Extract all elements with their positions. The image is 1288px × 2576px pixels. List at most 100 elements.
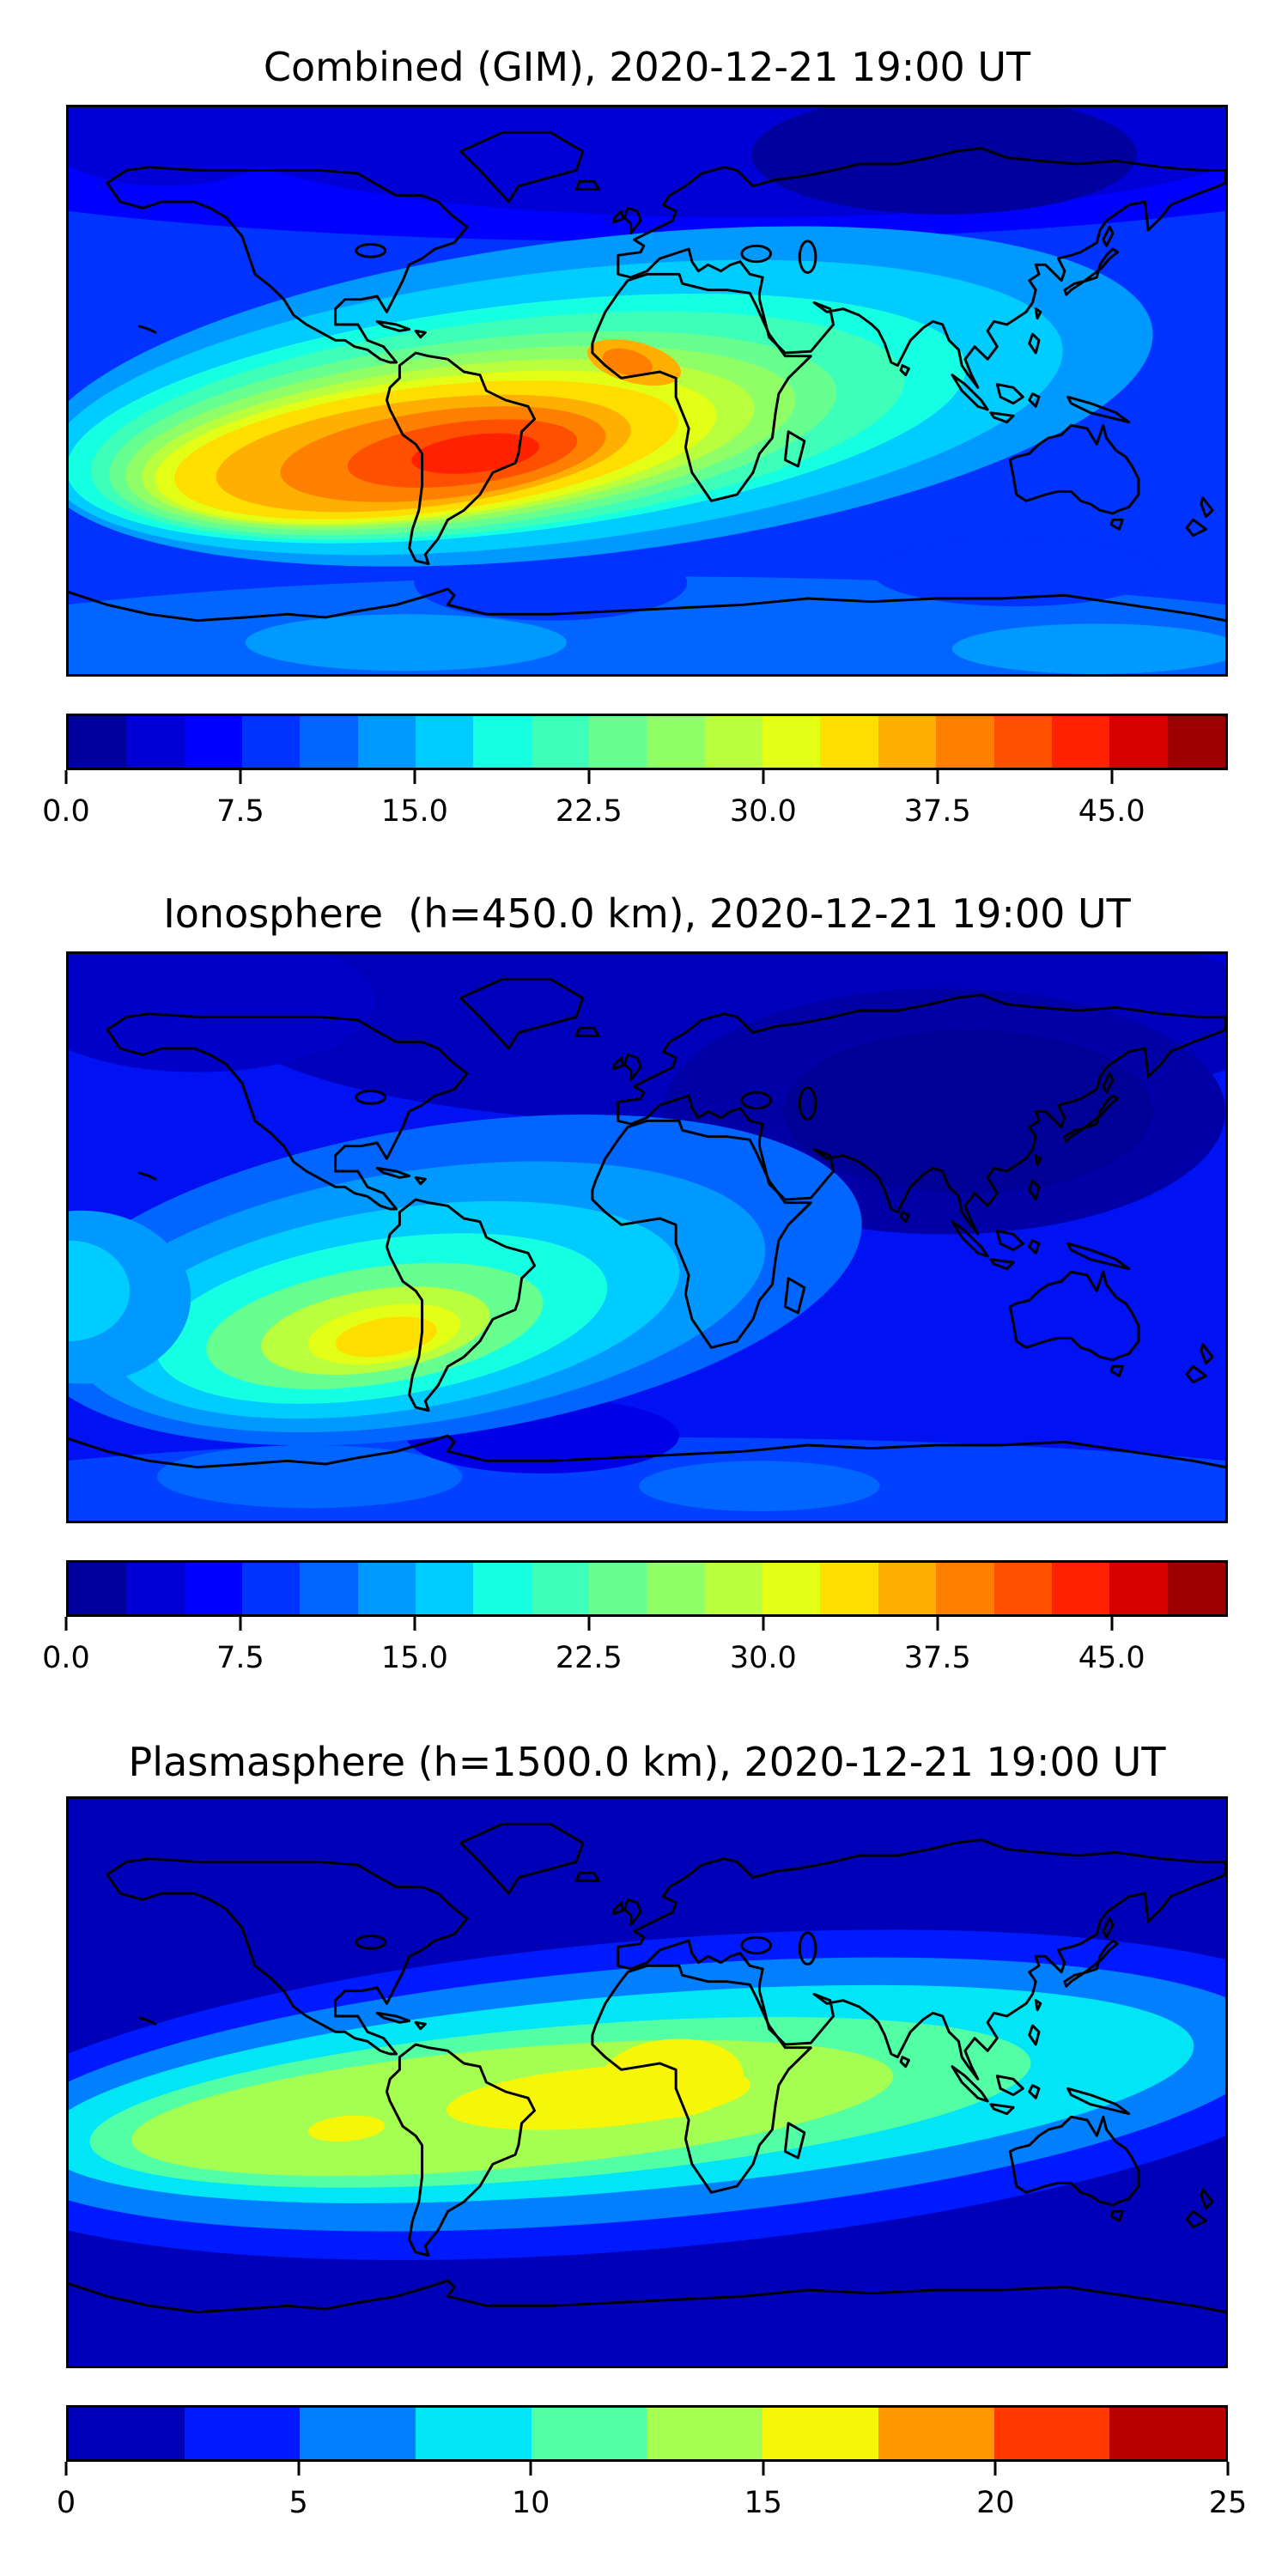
colorbar-tick-mark [413,770,416,784]
colorbar-segment [878,1563,937,1614]
colorbar-tick-mark [587,770,591,784]
colorbar-tick-mark [64,770,68,784]
colorbar-tick-label: 15.0 [380,1641,448,1675]
colorbar-tick-mark [64,2462,68,2476]
colorbar-segment [473,1563,532,1614]
colorbar-segment [878,716,937,768]
colorbar-tick-label: 30.0 [729,1641,797,1675]
colorbar-segment [242,1563,301,1614]
colorbar-segment [416,1563,474,1614]
colorbar-segment [993,2408,1110,2459]
colorbar-tick-mark [587,1617,591,1631]
colorbar-tick-label: 0.0 [42,1641,90,1675]
panel-2-colorbar-ticks [64,1617,1228,1631]
colorbar-segment [762,2408,878,2459]
colorbar-segment [126,1563,185,1614]
colorbar-segment [647,2408,763,2459]
panel-2-title: Ionosphere (h=450.0 km), 2020-12-21 19:0… [163,890,1131,937]
colorbar-tick-mark [1110,770,1114,784]
ionosphere-contour-bands [69,954,1225,1521]
colorbar-segment [416,716,474,768]
colorbar-tick-mark [762,2462,765,2476]
colorbar-tick-mark [413,1617,416,1631]
colorbar-segment [357,1563,416,1614]
panel-3-colorbar-labels: 0 5 10 15 20 25 [57,2484,1247,2524]
colorbar-tick-label: 0.0 [42,794,90,829]
colorbar-tick-mark [239,1617,242,1631]
plasmasphere-map [69,1799,1225,2366]
colorbar-tick-label: 10 [511,2486,550,2520]
colorbar-tick-mark [1226,2462,1230,2476]
colorbar-segment [531,716,590,768]
colorbar-tick-mark [529,2462,532,2476]
colorbar-tick-mark [936,1617,939,1631]
colorbar-segment [1167,716,1225,768]
colorbar-tick-label: 22.5 [555,794,623,829]
colorbar-tick-label: 5 [289,2486,308,2520]
panel-2-colorbar [66,1560,1228,1617]
colorbar-tick-mark [993,2462,997,2476]
colorbar-segment [936,716,994,768]
colorbar-segment [589,1563,647,1614]
colorbar-segment [878,2408,994,2459]
colorbar-tick-mark [1110,1617,1114,1631]
colorbar-segment [762,1563,821,1614]
colorbar-tick-label: 45.0 [1078,1641,1145,1675]
colorbar-tick-mark [239,770,242,784]
colorbar-tick-label: 45.0 [1078,794,1145,829]
colorbar-tick-label: 15.0 [380,794,448,829]
combined-gim-map [69,107,1225,674]
colorbar-segment [993,716,1052,768]
colorbar-segment [473,716,532,768]
colorbar-segment [357,716,416,768]
colorbar-segment [300,2408,416,2459]
colorbar-segment [589,716,647,768]
colorbar-segment [184,716,243,768]
colorbar-tick-label: 7.5 [216,794,264,829]
panel-2-map [66,951,1228,1523]
colorbar-tick-mark [936,770,939,784]
colorbar-tick-label: 7.5 [216,1641,264,1675]
colorbar-segment [184,1563,243,1614]
colorbar-segment [126,716,185,768]
panel-1-title: Combined (GIM), 2020-12-21 19:00 UT [263,44,1031,90]
combined-contour-bands [69,107,1225,674]
colorbar-segment [242,716,301,768]
colorbar-tick-label: 20 [976,2486,1015,2520]
colorbar-segment [1109,1563,1168,1614]
colorbar-tick-label: 15 [744,2486,783,2520]
colorbar-segment [1109,2408,1226,2459]
ionosphere-map [69,954,1225,1521]
colorbar-tick-label: 37.5 [903,1641,971,1675]
colorbar-segment [531,1563,590,1614]
colorbar-tick-label: 22.5 [555,1641,623,1675]
colorbar-tick-mark [297,2462,301,2476]
colorbar-segment [936,1563,994,1614]
colorbar-segment [820,716,878,768]
panel-3-colorbar-ticks [64,2462,1230,2476]
colorbar-segment [1109,716,1168,768]
colorbar-segment [69,1563,127,1614]
colorbar-segment [300,1563,358,1614]
colorbar-segment [704,716,763,768]
colorbar-segment [993,1563,1052,1614]
colorbar-segment [1167,1563,1225,1614]
panel-1-colorbar-ticks [64,770,1228,784]
colorbar-tick-label: 30.0 [729,794,797,829]
colorbar-segment [531,2408,647,2459]
colorbar-tick-label: 0 [56,2486,76,2520]
colorbar-segment [704,1563,763,1614]
colorbar-segment [647,716,705,768]
panel-1-map [66,105,1228,677]
panel-3-map [66,1796,1228,2368]
colorbar-segment [69,716,127,768]
colorbar-segment [416,2408,532,2459]
colorbar-segment [820,1563,878,1614]
colorbar-segment [184,2408,301,2459]
panel-1-colorbar [66,714,1228,770]
colorbar-segment [69,2408,185,2459]
colorbar-tick-mark [64,1617,68,1631]
panel-3-title: Plasmasphere (h=1500.0 km), 2020-12-21 1… [128,1739,1166,1785]
panel-3-colorbar [66,2405,1228,2462]
